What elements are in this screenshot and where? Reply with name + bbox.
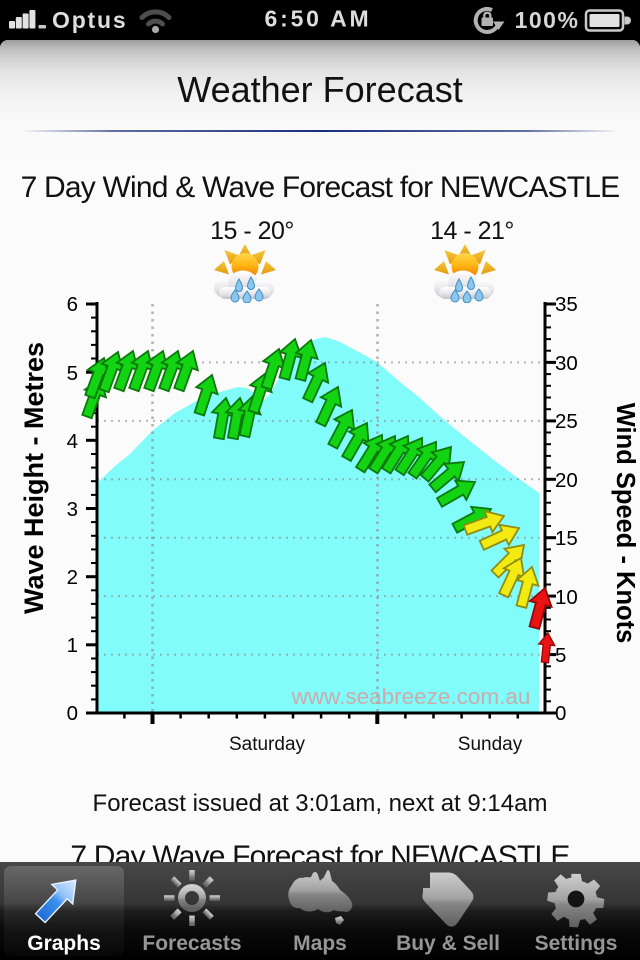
svg-text:35: 35 bbox=[555, 293, 578, 316]
svg-text:1: 1 bbox=[67, 634, 78, 657]
svg-text:5: 5 bbox=[67, 362, 78, 385]
svg-text:15: 15 bbox=[555, 527, 578, 550]
svg-text:4: 4 bbox=[67, 430, 78, 453]
svg-text:10: 10 bbox=[555, 586, 578, 609]
svg-text:30: 30 bbox=[555, 352, 578, 375]
svg-text:www.seabreeze.com.au: www.seabreeze.com.au bbox=[291, 684, 531, 709]
svg-text:3: 3 bbox=[67, 498, 78, 521]
svg-text:Saturday: Saturday bbox=[229, 734, 306, 755]
svg-text:Optus: Optus bbox=[52, 7, 127, 33]
svg-text:Wind Speed - Knots: Wind Speed - Knots bbox=[611, 403, 639, 644]
svg-text:Sunday: Sunday bbox=[458, 734, 523, 755]
svg-text:0: 0 bbox=[67, 702, 78, 725]
svg-text:5: 5 bbox=[555, 644, 566, 667]
svg-text:6:50 AM: 6:50 AM bbox=[265, 6, 372, 32]
svg-text:6: 6 bbox=[67, 293, 78, 316]
svg-text:20: 20 bbox=[555, 469, 578, 492]
svg-text:0: 0 bbox=[555, 702, 566, 725]
svg-text:2: 2 bbox=[67, 566, 78, 589]
svg-text:Wave Height - Metres: Wave Height - Metres bbox=[19, 342, 49, 614]
svg-text:100%: 100% bbox=[515, 7, 580, 33]
svg-text:25: 25 bbox=[555, 410, 578, 433]
